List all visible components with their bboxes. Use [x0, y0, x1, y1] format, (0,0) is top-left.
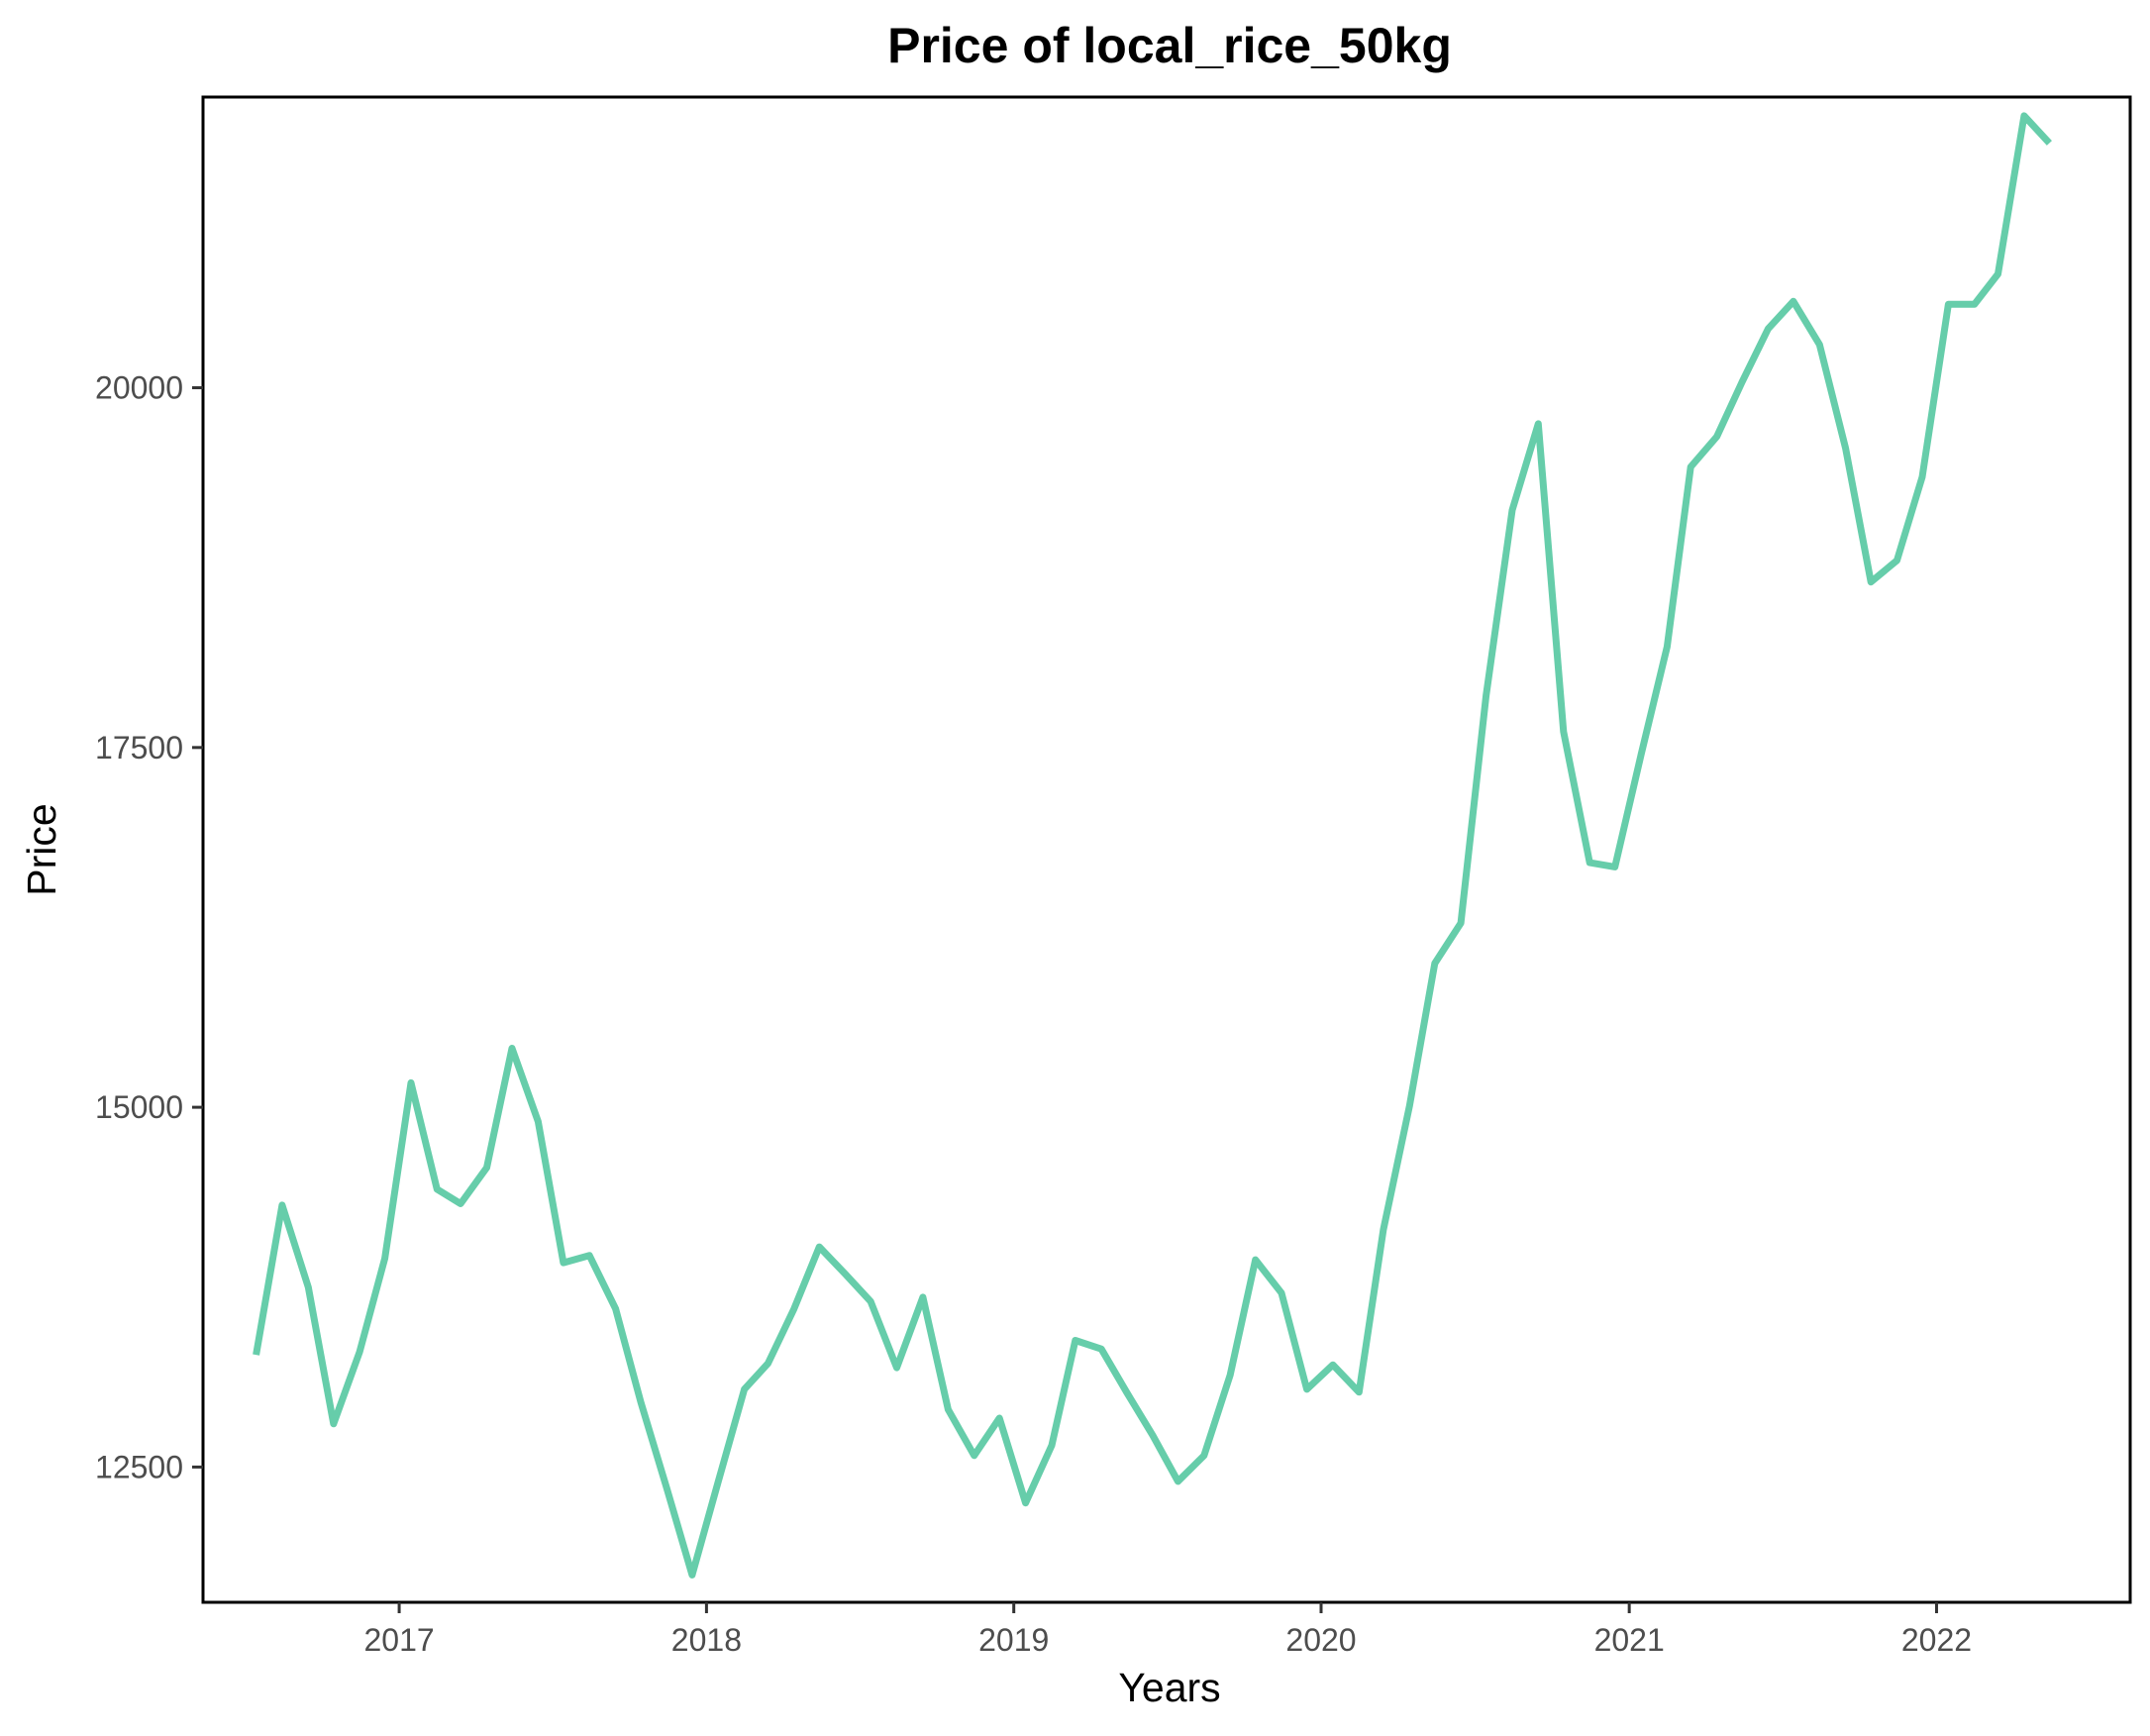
y-tick-label: 15000 — [95, 1089, 183, 1125]
chart-title: Price of local_rice_50kg — [887, 18, 1452, 73]
y-axis: 12500 15000 17500 20000 — [95, 370, 203, 1484]
x-tick-label: 2019 — [978, 1622, 1049, 1658]
y-axis-title: Price — [19, 803, 64, 895]
y-tick-label: 17500 — [95, 730, 183, 766]
price-series-line — [253, 112, 2052, 1579]
x-axis: 2017 2018 2019 2020 2021 2022 — [363, 1602, 1972, 1658]
x-tick-label: 2017 — [363, 1622, 434, 1658]
x-tick-label: 2020 — [1285, 1622, 1356, 1658]
x-tick-label: 2021 — [1594, 1622, 1665, 1658]
x-axis-title: Years — [1118, 1665, 1220, 1710]
plot-panel — [201, 95, 2132, 1604]
y-tick-label: 12500 — [95, 1449, 183, 1484]
y-tick-label: 20000 — [95, 370, 183, 406]
x-tick-label: 2018 — [671, 1622, 742, 1658]
x-tick-label: 2022 — [1901, 1622, 1972, 1658]
